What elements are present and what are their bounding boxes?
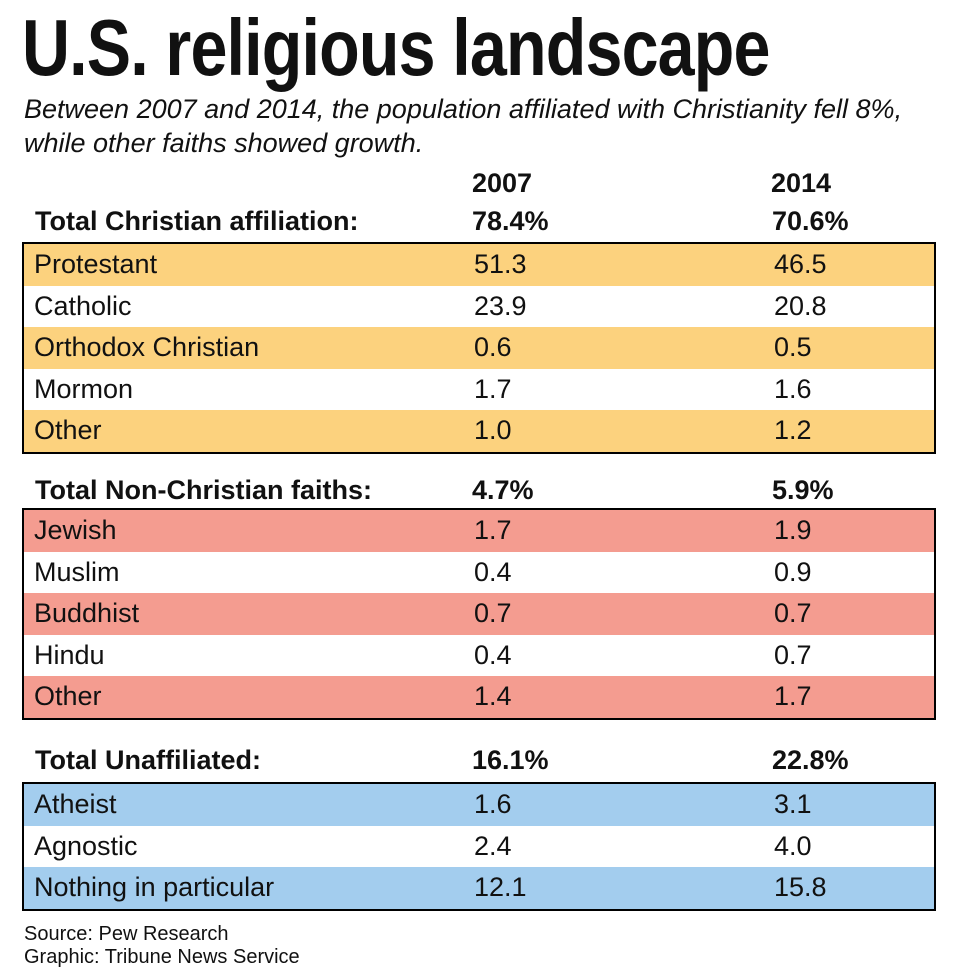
table-row: Protestant 51.3 46.5 [24, 244, 934, 286]
row-label: Buddhist [34, 598, 140, 629]
table-row: Jewish 1.7 1.9 [24, 510, 934, 552]
value-2014: 15.8 [774, 872, 827, 903]
unaffiliated-table: Atheist 1.6 3.1 Agnostic 2.4 4.0 Nothing in pa… [22, 782, 936, 911]
value-2007: 1.7 [474, 373, 512, 404]
table-row: Atheist 1.6 3.1 [24, 784, 934, 826]
value-2007: 1.4 [474, 681, 512, 712]
column-header-2014: 2014 [771, 168, 832, 198]
total-value-2014: 22.8% [772, 745, 849, 775]
value-2014: 1.2 [774, 415, 812, 446]
value-2007: 2.4 [474, 830, 512, 861]
table-row: Other 1.0 1.2 [24, 410, 934, 452]
total-value-2014: 70.6% [772, 206, 849, 236]
table-row: Nothing in particular 12.1 15.8 [24, 867, 934, 909]
value-2007: 23.9 [474, 290, 527, 321]
table-row: Mormon 1.7 1.6 [24, 368, 934, 411]
nonchristian-table: Jewish 1.7 1.9 Muslim 0.4 0.9 Buddhist 0.7 0.7 Hi… [22, 508, 936, 720]
row-label: Jewish [34, 515, 117, 545]
value-2007: 1.6 [474, 789, 512, 819]
row-label: Mormon [34, 373, 134, 404]
chart-subtitle: Between 2007 and 2014, the population af… [24, 94, 903, 158]
table-row: Buddhist 0.7 0.7 [24, 593, 934, 635]
chart-title: U.S. religious landscape [22, 3, 770, 92]
table-row: Muslim 0.4 0.9 [24, 551, 934, 594]
value-2014: 4.0 [774, 830, 812, 861]
total-label: Total Unaffiliated: [35, 745, 261, 775]
row-label: Atheist [34, 789, 117, 819]
row-label: Other [34, 415, 102, 446]
table-row: Catholic 23.9 20.8 [24, 285, 934, 328]
row-label: Orthodox Christian [34, 332, 260, 363]
column-header-2007: 2007 [472, 168, 533, 198]
christian-table: Protestant 51.3 46.5 Catholic 23.9 20.8 Orthod… [22, 242, 936, 454]
value-2007: 0.4 [474, 639, 512, 670]
value-2007: 1.7 [474, 515, 512, 545]
value-2014: 3.1 [774, 789, 812, 819]
value-2007: 0.7 [474, 598, 512, 629]
table-row: Orthodox Christian 0.6 0.5 [24, 327, 934, 369]
graphic-credit: Graphic: Tribune News Service [24, 946, 300, 968]
total-nonchristian-row: Total Non-Christian faiths: 4.7% 5.9% [35, 472, 935, 508]
row-label: Catholic [34, 290, 132, 321]
value-2014: 1.6 [774, 373, 812, 404]
footer: Source: Pew Research Graphic: Tribune Ne… [24, 923, 300, 969]
value-2014: 1.9 [774, 515, 812, 545]
total-unaffiliated-row: Total Unaffiliated: 16.1% 22.8% [35, 742, 935, 778]
value-2007: 51.3 [474, 249, 527, 279]
row-label: Protestant [34, 249, 158, 279]
value-2007: 12.1 [474, 872, 527, 903]
value-2007: 0.6 [474, 332, 512, 363]
total-label: Total Christian affiliation: [35, 206, 359, 236]
source-credit: Source: Pew Research [24, 923, 229, 945]
total-value-2014: 5.9% [772, 475, 834, 505]
row-label: Muslim [34, 556, 120, 587]
total-value-2007: 4.7% [472, 475, 534, 505]
value-2014: 0.7 [774, 598, 812, 629]
total-label: Total Non-Christian faiths: [35, 475, 372, 505]
value-2007: 0.4 [474, 556, 512, 587]
value-2014: 0.9 [774, 556, 812, 587]
row-label: Agnostic [34, 830, 138, 861]
value-2014: 1.7 [774, 681, 812, 712]
table-row: Other 1.4 1.7 [24, 676, 934, 718]
total-christian-row: Total Christian affiliation: 78.4% 70.6% [35, 203, 935, 239]
row-label: Other [34, 681, 102, 712]
value-2014: 0.7 [774, 639, 812, 670]
value-2014: 20.8 [774, 290, 827, 321]
table-row: Agnostic 2.4 4.0 [24, 825, 934, 868]
table-row: Hindu 0.4 0.7 [24, 634, 934, 677]
row-label: Hindu [34, 639, 105, 670]
value-2014: 46.5 [774, 249, 827, 279]
total-value-2007: 16.1% [472, 745, 549, 775]
total-value-2007: 78.4% [472, 206, 549, 236]
value-2014: 0.5 [774, 332, 812, 363]
value-2007: 1.0 [474, 415, 512, 446]
row-label: Nothing in particular [34, 872, 275, 903]
